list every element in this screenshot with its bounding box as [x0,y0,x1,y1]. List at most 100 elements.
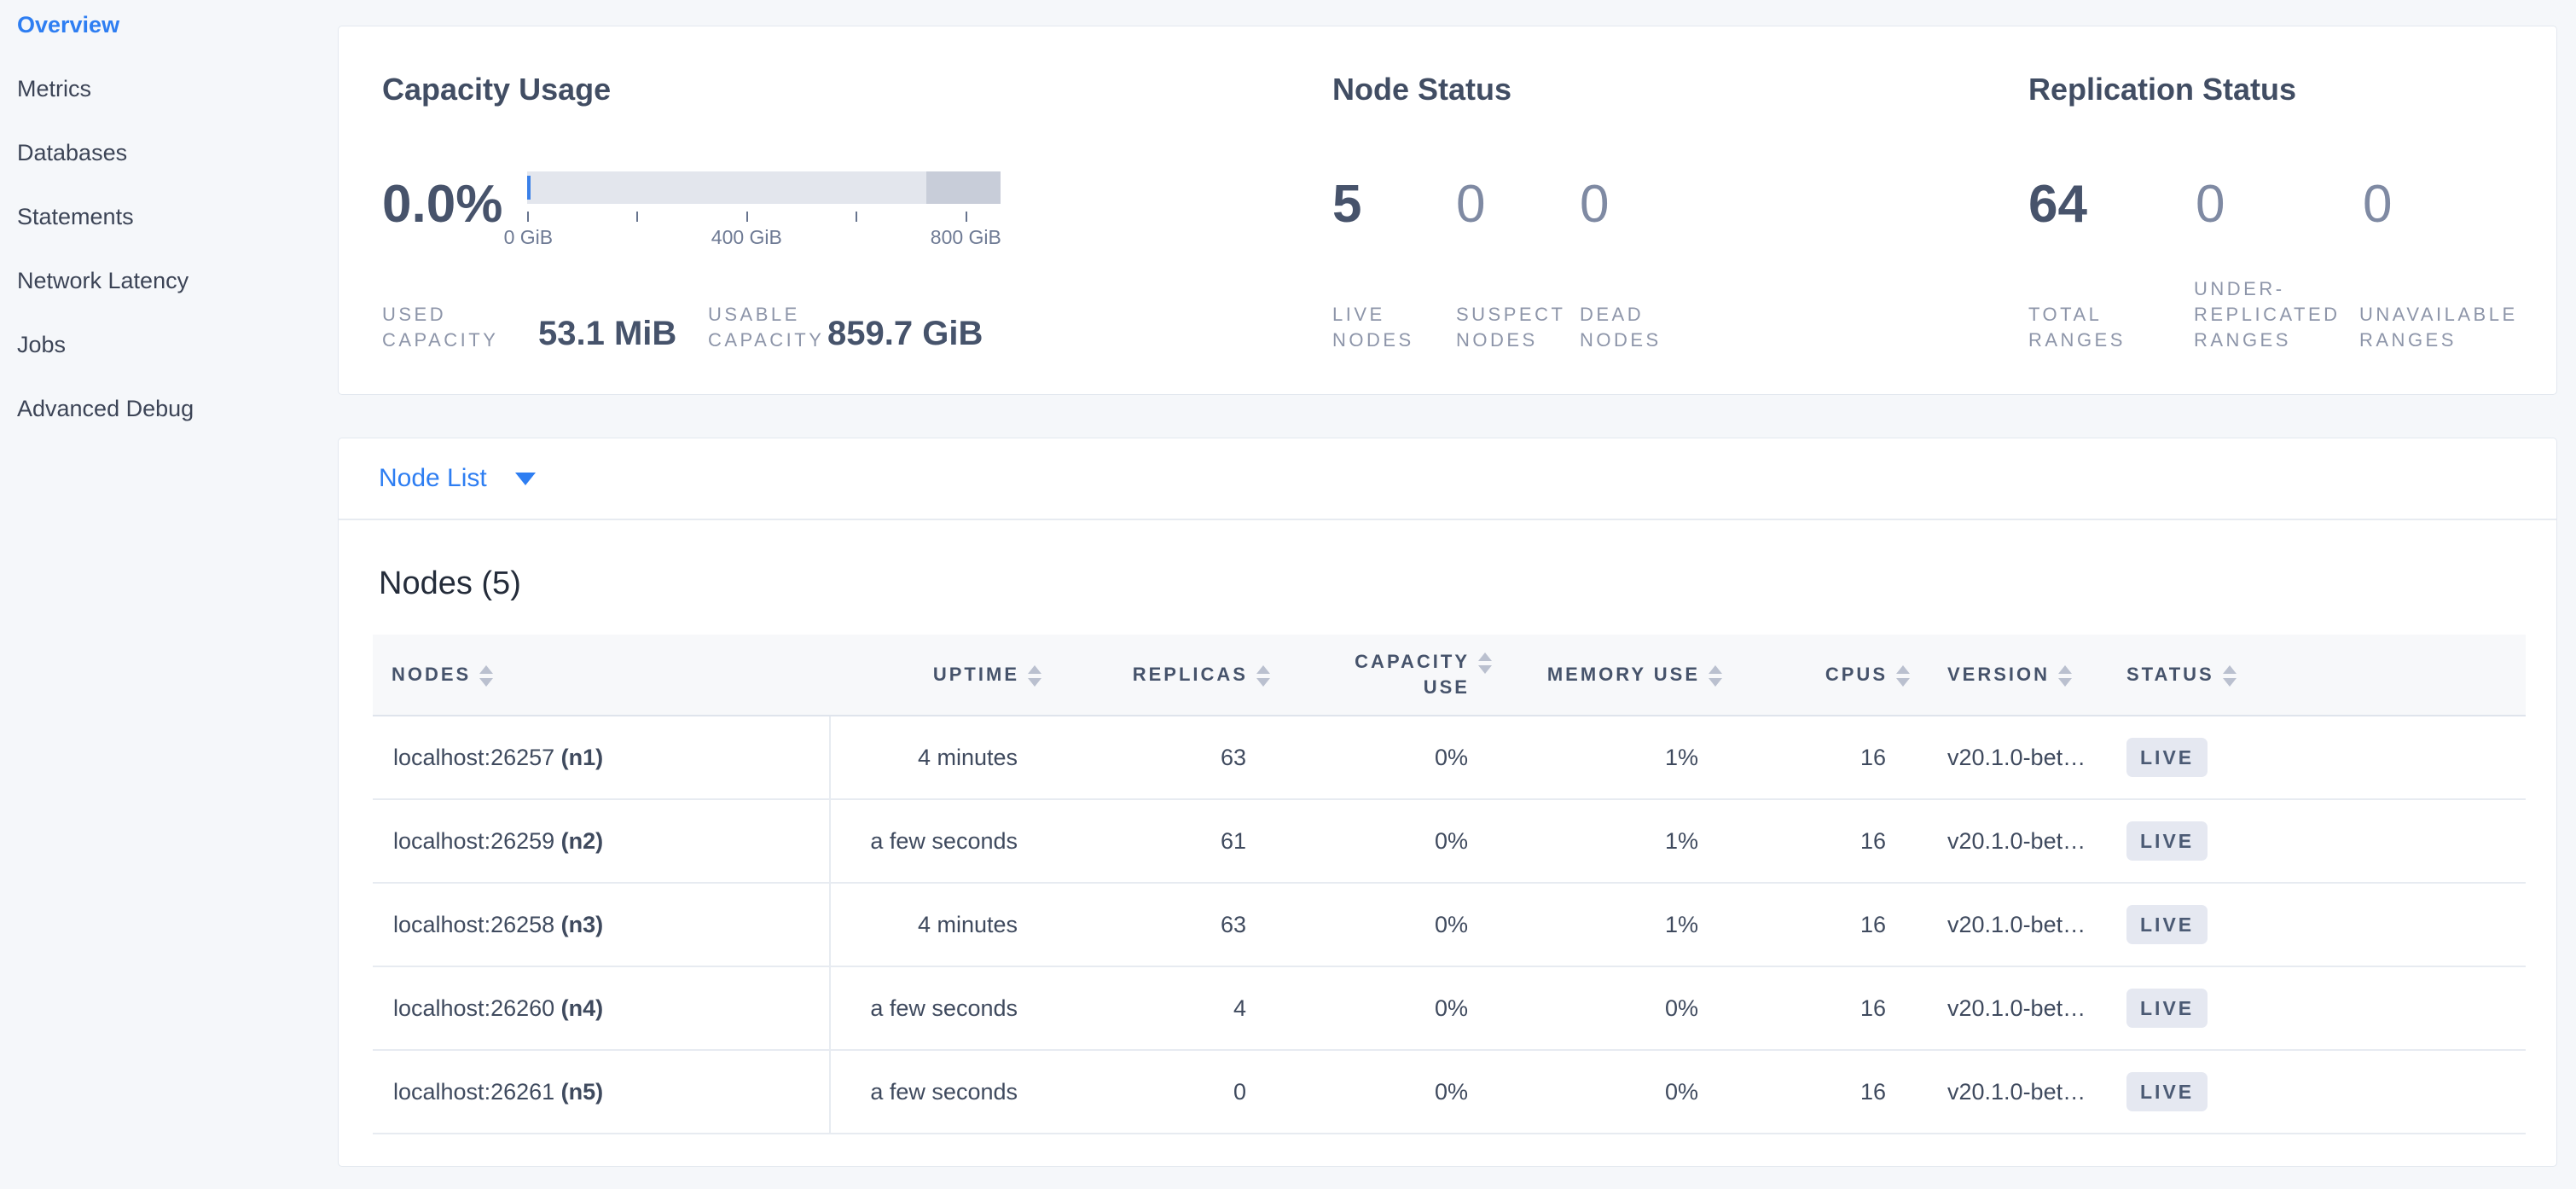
column-header-status[interactable]: STATUS [2099,635,2526,716]
memory-use-cell: 1% [1502,716,1732,800]
status-badge: LIVE [2126,738,2208,777]
sidebar-item-advanced-debug[interactable]: Advanced Debug [17,396,194,421]
column-header-label: STATUS [2126,664,2214,685]
uptime-cell: 4 minutes [830,883,1052,967]
used-capacity-value: 53.1 MiB [538,315,677,352]
node-list-dropdown[interactable]: Node List [339,438,2556,520]
capacity-usage-section: Capacity Usage 0.0% 0 GiB 400 GiB [382,71,1286,353]
table-header-row: NODES UPTIME REPLICAS CAPACITY USE [373,635,2526,716]
column-header-label: MEMORY USE [1546,664,1700,685]
uptime-cell: a few seconds [830,1050,1052,1134]
sort-icon [1478,649,1492,674]
uptime-cell: a few seconds [830,799,1052,884]
sort-icon [1256,662,1270,687]
version-cell: v20.1.0-bet… [1920,799,2099,884]
axis-tick [746,212,749,222]
column-header-label: CPUS [1825,664,1888,685]
status-cell: LIVE [2099,966,2526,1051]
version-cell: v20.1.0-bet… [1920,716,2099,800]
status-badge: LIVE [2126,821,2208,861]
chevron-down-icon [514,472,536,485]
status-cell: LIVE [2099,883,2526,967]
table-row[interactable]: localhost:26257 (n1) 4 minutes 63 0% 1% … [373,716,2526,800]
capacity-axis-ticks [527,212,1001,222]
replicas-cell: 0 [1052,1050,1280,1134]
sidebar-nav: Overview Metrics Databases Statements Ne… [17,12,338,460]
replicas-cell: 63 [1052,883,1280,967]
status-badge: LIVE [2126,989,2208,1028]
dead-nodes-label: DEAD NODES [1580,304,1662,351]
sidebar-item-network-latency[interactable]: Network Latency [17,268,189,293]
sidebar-item-databases[interactable]: Databases [17,140,128,165]
replication-labels: TOTAL RANGES UNDER-REPLICATED RANGES UNA… [2028,276,2525,353]
table-row[interactable]: localhost:26260 (n4) a few seconds 4 0% … [373,966,2526,1051]
live-nodes-label: LIVE NODES [1332,304,1414,351]
column-header-label: UPTIME [932,664,1019,685]
status-badge: LIVE [2126,1072,2208,1111]
column-header-uptime[interactable]: UPTIME [830,635,1052,716]
capacity-axis-labels: 0 GiB 400 GiB 800 GiB [504,226,1001,250]
under-replicated-ranges-value: 0 [2196,175,2225,234]
node-status-labels: LIVE NODES SUSPECT NODES DEAD NODES [1332,302,1703,353]
nodes-table-section: Nodes (5) NODES UPTIME REPLIC [339,520,2556,1134]
version-cell: v20.1.0-bet… [1920,966,2099,1051]
table-row[interactable]: localhost:26259 (n2) a few seconds 61 0%… [373,799,2526,884]
node-address-cell: localhost:26261 (n5) [373,1050,831,1134]
sidebar-item-jobs[interactable]: Jobs [17,332,67,357]
version-cell: v20.1.0-bet… [1920,1050,2099,1134]
column-header-memory-use[interactable]: MEMORY USE [1502,635,1732,716]
capacity-use-cell: 0% [1280,883,1502,967]
status-cell: LIVE [2099,799,2526,884]
node-id: (n2) [560,827,604,854]
memory-use-cell: 1% [1502,883,1732,967]
cpus-cell: 16 [1732,1050,1920,1134]
cpus-cell: 16 [1732,716,1920,800]
nodes-heading: Nodes (5) [379,566,521,601]
sidebar-item-metrics[interactable]: Metrics [17,76,91,102]
node-id: (n1) [560,744,604,770]
column-header-capacity-use[interactable]: CAPACITY USE [1280,635,1502,716]
total-ranges-label: TOTAL RANGES [2028,304,2126,351]
suspect-nodes-label: SUSPECT NODES [1456,304,1566,351]
axis-label: 400 GiB [711,226,782,248]
status-cell: LIVE [2099,716,2526,800]
column-header-nodes[interactable]: NODES [373,635,830,716]
sidebar-item-statements[interactable]: Statements [17,204,134,229]
column-header-version[interactable]: VERSION [1920,635,2099,716]
node-id: (n3) [560,911,604,937]
axis-tick [636,212,639,222]
nodes-card: Node List Nodes (5) NODES UPTIME [338,438,2557,1167]
capacity-usage-row: 0.0% 0 GiB 400 GiB 800 GiB [382,169,1286,250]
sort-icon [479,662,494,687]
replication-values: 64 0 0 [2028,169,2557,241]
column-header-label: CAPACITY USE [1355,651,1470,698]
node-status-title: Node Status [1332,72,1512,107]
under-replicated-ranges-label: UNDER-REPLICATED RANGES [2194,278,2341,351]
table-row[interactable]: localhost:26258 (n3) 4 minutes 63 0% 1% … [373,883,2526,967]
capacity-usage-title: Capacity Usage [382,72,612,107]
sort-icon [1709,662,1722,687]
column-header-replicas[interactable]: REPLICAS [1052,635,1280,716]
status-badge: LIVE [2126,905,2208,944]
capacity-stats: USED CAPACITY 53.1 MiB USABLE CAPACITY 8… [382,302,983,353]
nodes-table: NODES UPTIME REPLICAS CAPACITY USE [373,635,2526,1134]
capacity-bar-other-segment [926,171,1001,204]
capacity-use-cell: 0% [1280,966,1502,1051]
sidebar-item-overview[interactable]: Overview [17,12,120,38]
axis-label: 800 GiB [930,226,1001,248]
uptime-cell: 4 minutes [830,716,1052,800]
node-address-cell: localhost:26257 (n1) [373,716,831,800]
suspect-nodes-value: 0 [1456,175,1486,234]
cluster-summary-card: Capacity Usage 0.0% 0 GiB 400 GiB [338,26,2557,395]
sort-icon [2058,662,2073,687]
capacity-percent: 0.0% [382,175,503,234]
node-address-cell: localhost:26258 (n3) [373,883,831,967]
replicas-cell: 4 [1052,966,1280,1051]
replication-status-section: Replication Status 64 0 0 TOTAL RANGES U… [2028,71,2557,353]
column-header-cpus[interactable]: CPUS [1732,635,1920,716]
memory-use-cell: 1% [1502,799,1732,884]
table-row[interactable]: localhost:26261 (n5) a few seconds 0 0% … [373,1050,2526,1134]
node-id: (n5) [560,1078,604,1105]
usable-capacity-label: USABLE CAPACITY [708,304,825,351]
capacity-use-cell: 0% [1280,1050,1502,1134]
